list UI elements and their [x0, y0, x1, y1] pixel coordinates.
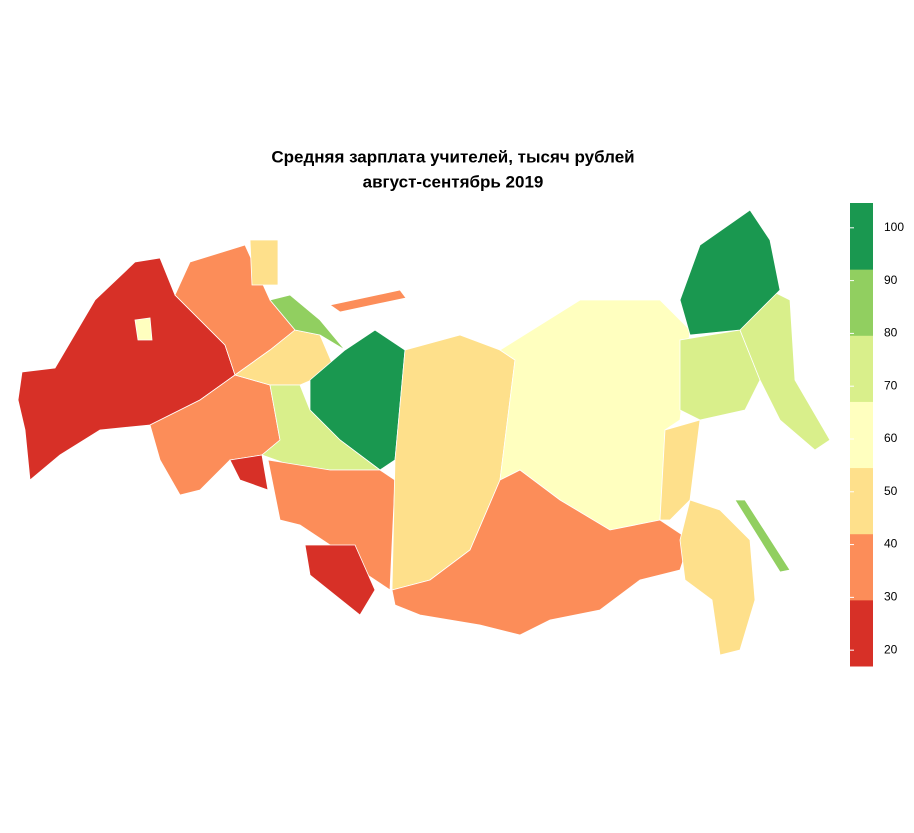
chart-title: Средняя зарплата учителей, тысяч рублей — [271, 147, 634, 166]
region — [304, 544, 376, 616]
region — [679, 209, 781, 336]
legend-label: 80 — [884, 326, 898, 340]
legend-label: 100 — [884, 220, 904, 234]
region — [659, 419, 701, 521]
region — [229, 454, 269, 491]
legend-label: 40 — [884, 537, 898, 551]
legend-label: 30 — [884, 590, 898, 604]
legend-swatch — [850, 599, 873, 667]
legend-swatch — [850, 401, 873, 469]
region — [679, 499, 756, 656]
legend-label: 50 — [884, 484, 898, 498]
legend-swatch — [850, 467, 873, 535]
region — [134, 317, 153, 341]
legend: 20 30 40 50 60 70 80 90 100 — [850, 203, 904, 667]
region — [249, 239, 279, 286]
regions — [17, 209, 831, 656]
region — [267, 459, 396, 591]
legend-swatch — [850, 269, 873, 336]
region — [329, 289, 407, 313]
legend-swatch — [850, 335, 873, 402]
legend-label: 20 — [884, 642, 898, 656]
legend-swatch — [850, 203, 873, 270]
chart-subtitle: август-сентябрь 2019 — [363, 172, 544, 191]
region — [734, 499, 791, 573]
legend-label: 70 — [884, 378, 898, 392]
legend-label: 90 — [884, 273, 898, 287]
legend-swatch — [850, 533, 873, 601]
legend-label: 60 — [884, 431, 898, 445]
